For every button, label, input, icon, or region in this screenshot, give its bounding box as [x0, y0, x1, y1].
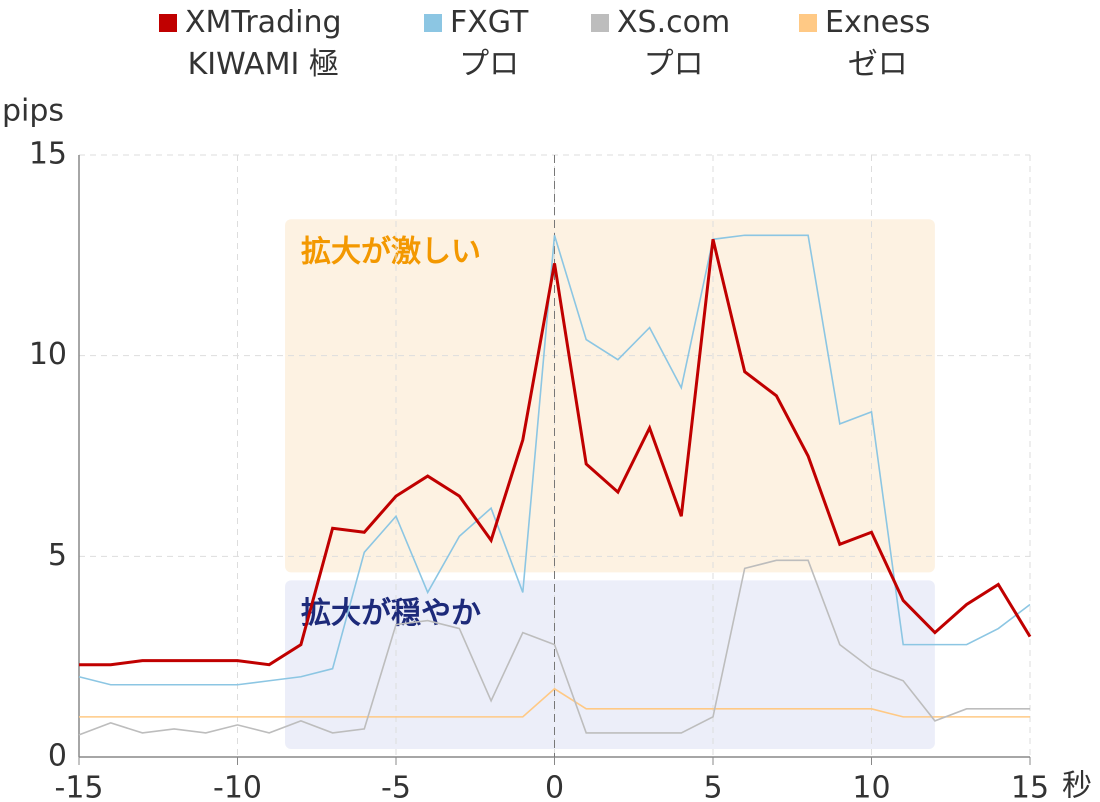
x-axis-label: 秒 — [1062, 769, 1092, 802]
x-tick-label: 5 — [703, 771, 722, 802]
y-axis-label: pips — [2, 94, 64, 129]
legend: XMTrading KIWAMI 極 FXGT プロ XS.com プロ Exness… — [0, 0, 1100, 90]
region-label: 拡大が穏やか — [301, 596, 481, 631]
legend-item: FXGT プロ — [424, 2, 529, 86]
series-line — [78, 234, 1031, 686]
legend-swatch — [799, 14, 817, 32]
region-label: 拡大が激しい — [301, 235, 481, 270]
legend-item: Exness ゼロ — [799, 2, 931, 86]
legend-swatch — [424, 14, 442, 32]
legend-item: XMTrading KIWAMI 極 — [159, 2, 342, 86]
x-tick-label: 10 — [852, 771, 890, 802]
legend-label: FXGT プロ — [450, 5, 529, 82]
legend-swatch — [591, 14, 609, 32]
x-tick-label: 15 — [1011, 771, 1049, 802]
series-line — [79, 238, 1032, 667]
y-tick-label: 5 — [48, 538, 67, 573]
x-tick-label: -15 — [55, 771, 104, 802]
legend-label: XS.com プロ — [617, 5, 731, 82]
region — [285, 219, 935, 573]
legend-label: Exness ゼロ — [825, 5, 931, 82]
series-line — [78, 559, 1030, 736]
y-tick-label: 15 — [29, 137, 67, 172]
x-tick-label: -10 — [213, 771, 262, 802]
region — [285, 580, 935, 749]
x-tick-label: 0 — [545, 771, 564, 802]
legend-label: XMTrading KIWAMI 極 — [185, 5, 342, 82]
y-tick-label: 10 — [29, 337, 67, 372]
y-tick-label: 0 — [48, 739, 67, 774]
series-line — [79, 687, 1030, 718]
legend-item: XS.com プロ — [591, 2, 731, 86]
legend-swatch — [159, 14, 177, 32]
x-tick-label: -5 — [381, 771, 411, 802]
